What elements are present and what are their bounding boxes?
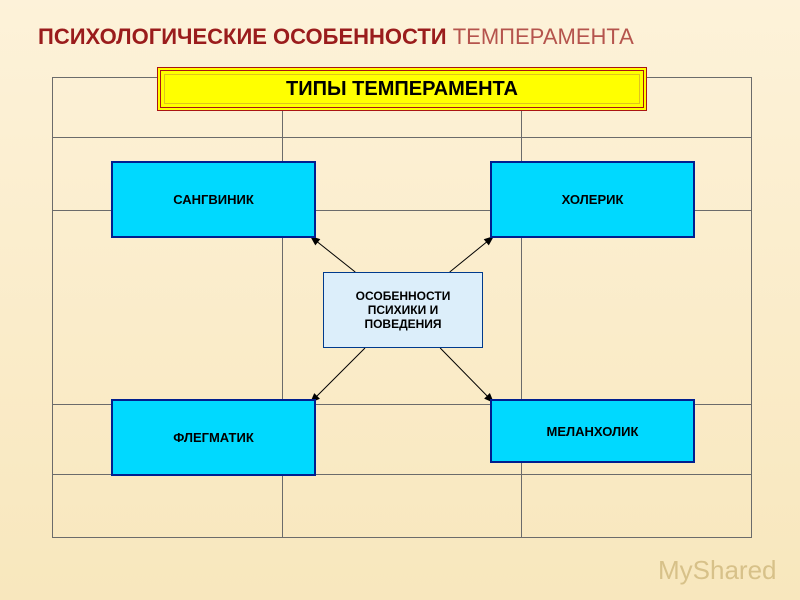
watermark: MyShared: [658, 555, 777, 586]
center-node: ОСОБЕННОСТИ ПСИХИКИ И ПОВЕДЕНИЯ: [323, 272, 483, 348]
grid-cell: [53, 475, 283, 538]
type-node-sanguine: САНГВИНИК: [111, 161, 316, 238]
grid-cell: [282, 405, 522, 475]
type-node-label: САНГВИНИК: [173, 192, 254, 207]
title-light-part: ТЕМПЕРАМЕНТА: [447, 24, 634, 49]
grid-cell: [522, 475, 752, 538]
grid-cell: [53, 211, 283, 405]
type-node-choleric: ХОЛЕРИК: [490, 161, 695, 238]
grid-cell: [522, 211, 752, 405]
types-banner: ТИПЫ ТЕМПЕРАМЕНТА: [157, 67, 647, 111]
type-node-melancholic: МЕЛАНХОЛИК: [490, 399, 695, 463]
page-title: ПСИХОЛОГИЧЕСКИЕ ОСОБЕННОСТИ ТЕМПЕРАМЕНТА: [38, 24, 634, 50]
grid-cell: [282, 475, 522, 538]
type-node-label: ФЛЕГМАТИК: [173, 430, 254, 445]
type-node-phlegmatic: ФЛЕГМАТИК: [111, 399, 316, 476]
page-root: ПСИХОЛОГИЧЕСКИЕ ОСОБЕННОСТИ ТЕМПЕРАМЕНТА…: [0, 0, 800, 600]
type-node-label: МЕЛАНХОЛИК: [547, 424, 639, 439]
type-node-label: ХОЛЕРИК: [562, 192, 624, 207]
center-node-label: ОСОБЕННОСТИ ПСИХИКИ И ПОВЕДЕНИЯ: [328, 289, 478, 331]
grid-cell: [282, 138, 522, 211]
title-bold-part: ПСИХОЛОГИЧЕСКИЕ ОСОБЕННОСТИ: [38, 24, 447, 49]
types-banner-label: ТИПЫ ТЕМПЕРАМЕНТА: [161, 71, 643, 107]
